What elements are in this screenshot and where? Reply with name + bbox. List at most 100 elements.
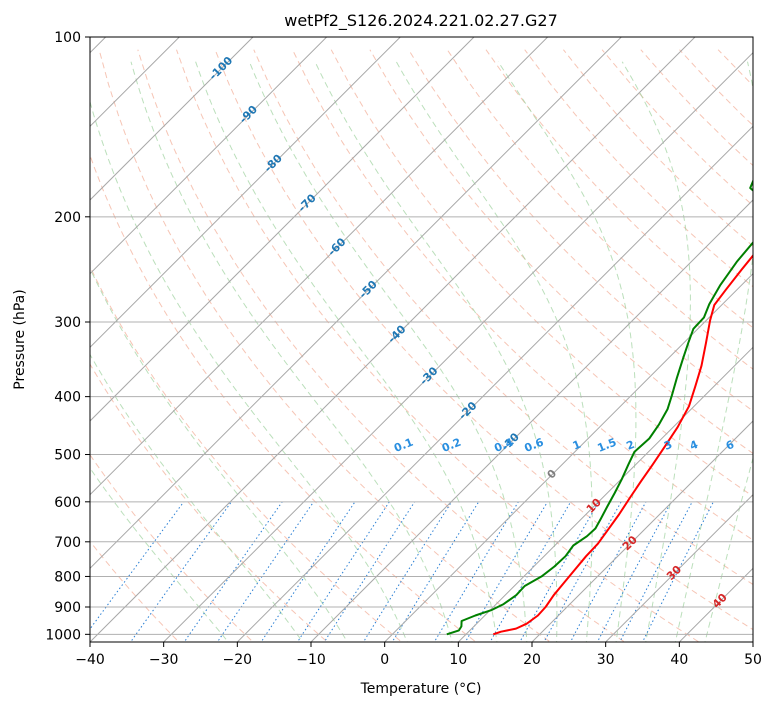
isotherm-label: 10 [584, 495, 604, 515]
x-tick-label: −30 [149, 652, 179, 668]
dry-adiabat [563, 49, 753, 247]
chart-title: wetPf2_S126.2024.221.02.27.G27 [284, 11, 558, 31]
moist-adiabat [90, 267, 348, 642]
isotherm-label: 20 [620, 533, 640, 553]
x-tick-label: 40 [670, 652, 688, 668]
dry-adiabat [90, 265, 403, 642]
dry-adiabat [408, 49, 753, 412]
mixing-ratio-line [464, 501, 548, 642]
x-tick-label: −10 [296, 652, 326, 668]
isotherm-line [90, 37, 549, 496]
moist-adiabat [674, 61, 753, 642]
dewpoint-profile-line [446, 178, 753, 636]
mixing-ratio-label: 0.2 [440, 436, 463, 455]
x-tick-label: −20 [223, 652, 253, 668]
x-tick-label: 10 [449, 652, 467, 668]
isotherm-line [531, 420, 753, 642]
y-axis-label: Pressure (hPa) [12, 289, 28, 389]
mixing-ratio-label: 0.1 [392, 436, 415, 455]
isotherm-line [383, 272, 753, 642]
dry-adiabat [214, 49, 753, 631]
mixing-ratio-line [642, 501, 714, 642]
dry-adiabat [292, 49, 753, 541]
mixing-ratio-line [362, 501, 453, 642]
dry-adiabat [90, 153, 477, 642]
mixing-ratio-label: 0.6 [523, 435, 546, 454]
isotherm-line [752, 641, 753, 642]
isotherm-line [90, 37, 623, 570]
mixing-ratio-line [519, 501, 600, 642]
isotherm-line [162, 51, 753, 642]
y-tick-label: 1000 [45, 627, 81, 643]
dry-adiabat [757, 50, 775, 647]
moist-adiabat [90, 99, 408, 642]
mixing-ratio-line [596, 501, 672, 642]
isotherm-line [310, 199, 753, 642]
isotherm-line [90, 37, 402, 349]
mixing-ratio-line [489, 501, 572, 642]
isotherm-label: -60 [325, 235, 348, 258]
y-tick-label: 800 [54, 569, 81, 585]
moist-adiabat [248, 61, 528, 642]
moist-adiabat [395, 61, 593, 642]
isotherm-line [457, 346, 753, 642]
dry-adiabat [485, 49, 753, 329]
mixing-ratio-line [569, 501, 647, 642]
mixing-ratio-label: 8 [753, 438, 765, 453]
mixing-ratio-line [433, 501, 519, 642]
x-axis-label: Temperature (°C) [360, 681, 482, 697]
y-tick-label: 300 [54, 315, 81, 331]
x-tick-label: 20 [523, 652, 541, 668]
mixing-ratio-label: 3 [662, 438, 674, 453]
isotherm-line [236, 125, 753, 642]
y-tick-label: 500 [54, 448, 81, 464]
dry-adiabat [446, 49, 753, 370]
dry-adiabat [137, 49, 626, 642]
mixing-ratio-line [216, 501, 315, 642]
x-tick-label: 50 [744, 652, 762, 668]
mixing-ratio-label: 1 [571, 438, 583, 453]
isotherm-line [90, 37, 181, 128]
isotherm-label: -90 [237, 103, 260, 126]
mixing-ratio-line [543, 501, 622, 642]
mixing-ratio-label: 4 [688, 438, 700, 453]
mixing-ratio-line [391, 501, 480, 642]
moist-adiabat [314, 61, 558, 642]
y-tick-label: 700 [54, 535, 81, 551]
isotherm-line [90, 37, 475, 422]
isotherm-line [604, 493, 753, 642]
mixing-ratio-line [619, 501, 693, 642]
plot-frame [89, 36, 754, 643]
mixing-ratio-line [183, 501, 283, 642]
dry-adiabat [90, 363, 329, 642]
isotherm-line [90, 37, 254, 201]
dry-adiabat [330, 49, 753, 497]
y-tick-label: 400 [54, 390, 81, 406]
x-tick-label: 0 [380, 652, 389, 668]
mixing-ratio-line [130, 501, 232, 642]
moist-adiabat [704, 456, 753, 642]
moist-adiabat [195, 61, 498, 642]
mixing-ratio-label: 1.5 [595, 436, 618, 455]
moist-adiabat [90, 467, 229, 642]
mixing-ratio-label: 2 [625, 438, 637, 453]
y-tick-label: 600 [54, 495, 81, 511]
dry-adiabat [90, 453, 254, 642]
moist-adiabat [90, 353, 304, 642]
y-tick-label: 900 [54, 600, 81, 616]
dry-adiabat [176, 49, 700, 642]
isotherm-line [90, 37, 696, 642]
isotherm-label: -40 [385, 322, 408, 345]
dry-adiabat [253, 49, 753, 585]
dry-adiabat [369, 49, 753, 455]
mixing-ratio-line [296, 501, 390, 642]
moist-adiabat [621, 61, 691, 642]
x-tick-label: −40 [75, 652, 105, 668]
y-tick-label: 200 [54, 210, 81, 226]
temperature-profile-line [492, 254, 753, 636]
moist-adiabat [130, 61, 453, 642]
isotherm-line [90, 37, 328, 275]
dry-adiabat [524, 49, 753, 288]
x-tick-label: 30 [597, 652, 615, 668]
